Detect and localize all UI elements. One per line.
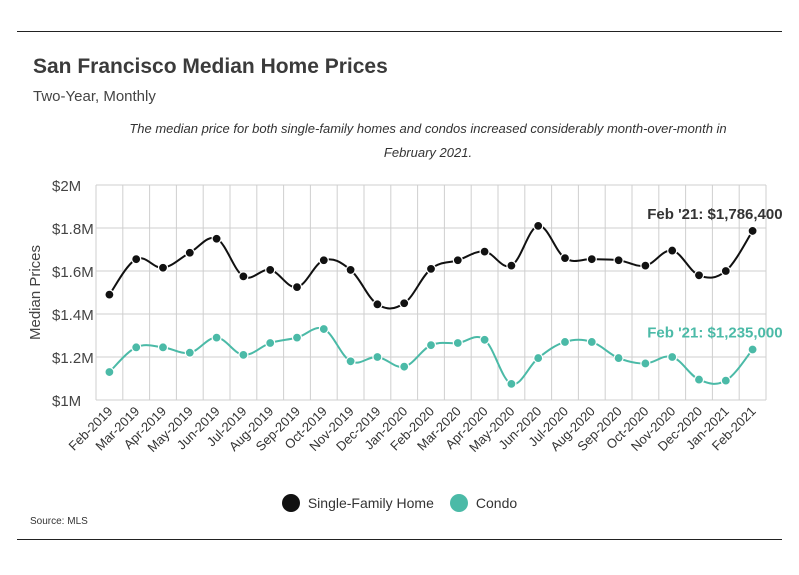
y-tick-label: $2M bbox=[52, 178, 81, 195]
data-point-single-family-home bbox=[667, 245, 678, 256]
y-tick-label: $1.8M bbox=[52, 221, 94, 238]
data-point-single-family-home bbox=[265, 264, 276, 276]
data-point-condo bbox=[345, 356, 356, 367]
data-point-single-family-home bbox=[184, 247, 195, 258]
legend-label-condo: Condo bbox=[475, 495, 518, 511]
y-tick-label: $1.6M bbox=[52, 264, 94, 281]
data-point-single-family-home bbox=[640, 260, 651, 271]
data-point-condo bbox=[479, 334, 490, 345]
legend-swatch-single-family bbox=[281, 494, 300, 512]
data-point-single-family-home bbox=[425, 263, 437, 274]
data-point-single-family-home bbox=[345, 264, 356, 276]
data-point-condo bbox=[452, 337, 463, 349]
data-point-condo bbox=[265, 337, 276, 349]
data-point-single-family-home bbox=[211, 233, 222, 244]
data-point-single-family-home bbox=[559, 253, 571, 264]
chart-note: The median price for both single-family … bbox=[129, 121, 727, 160]
data-point-single-family-home bbox=[291, 282, 303, 293]
data-point-single-family-home bbox=[533, 220, 544, 231]
data-point-single-family-home bbox=[693, 270, 705, 281]
data-point-single-family-home bbox=[372, 299, 383, 310]
data-point-condo bbox=[131, 342, 142, 353]
legend-item-single-family: Single-Family Home bbox=[281, 494, 434, 512]
annotation-condo: Feb '21: $1,235,000 bbox=[647, 324, 782, 341]
data-point-condo bbox=[157, 342, 169, 353]
data-point-single-family-home bbox=[613, 255, 624, 266]
data-point-single-family-home bbox=[506, 260, 517, 271]
data-point-condo bbox=[586, 336, 597, 348]
y-tick-label: $1.2M bbox=[52, 350, 94, 367]
data-point-condo bbox=[640, 358, 651, 369]
data-point-condo bbox=[372, 351, 383, 363]
legend-swatch-condo bbox=[449, 494, 468, 512]
data-point-single-family-home bbox=[586, 254, 597, 265]
data-point-condo bbox=[720, 375, 731, 386]
y-axis: $1M $1.2M $1.4M $1.6M $1.8M $2M Median Prices bbox=[27, 178, 94, 410]
annotation-single-family-home: Feb '21: $1,786,400 bbox=[647, 206, 782, 223]
data-point-condo bbox=[613, 352, 624, 364]
top-rule bbox=[17, 31, 782, 32]
data-point-condo bbox=[184, 347, 195, 358]
x-axis: Feb-2019Mar-2019Apr-2019May-2019Jun-2019… bbox=[66, 404, 759, 455]
y-axis-title: Median Prices bbox=[27, 245, 44, 340]
data-point-single-family-home bbox=[452, 255, 463, 266]
data-point-single-family-home bbox=[399, 298, 410, 309]
data-point-single-family-home bbox=[318, 255, 329, 266]
data-point-condo bbox=[506, 378, 517, 389]
data-point-single-family-home bbox=[157, 262, 169, 273]
series-points bbox=[104, 220, 758, 389]
data-point-condo bbox=[399, 361, 410, 372]
legend-label-single-family: Single-Family Home bbox=[307, 495, 434, 511]
data-point-single-family-home bbox=[747, 225, 758, 237]
data-point-single-family-home bbox=[104, 289, 115, 300]
data-point-condo bbox=[211, 332, 222, 343]
source-note: Source: MLS bbox=[30, 516, 88, 527]
data-point-single-family-home bbox=[720, 265, 731, 277]
data-point-condo bbox=[425, 340, 437, 351]
data-point-condo bbox=[533, 352, 544, 364]
data-point-condo bbox=[238, 349, 249, 360]
y-tick-label: $1M bbox=[52, 393, 81, 410]
data-point-condo bbox=[693, 374, 705, 385]
data-point-single-family-home bbox=[238, 271, 249, 282]
chart-title: San Francisco Median Home Prices bbox=[33, 55, 388, 78]
data-point-single-family-home bbox=[131, 254, 142, 265]
y-tick-label: $1.4M bbox=[52, 307, 94, 324]
data-point-condo bbox=[559, 336, 571, 348]
series-annotations: Feb '21: $1,786,400 Feb '21: $1,235,000 bbox=[647, 206, 782, 342]
series-lines bbox=[108, 224, 754, 386]
data-point-condo bbox=[104, 366, 115, 378]
data-point-condo bbox=[667, 351, 678, 363]
legend-item-condo: Condo bbox=[449, 494, 518, 512]
data-point-single-family-home bbox=[479, 246, 490, 257]
bottom-rule bbox=[17, 539, 782, 540]
legend: Single-Family Home Condo bbox=[0, 494, 799, 512]
data-point-condo bbox=[318, 323, 329, 335]
data-point-condo bbox=[291, 332, 303, 343]
data-point-condo bbox=[747, 344, 758, 355]
chart-subtitle: Two-Year, Monthly bbox=[33, 88, 156, 105]
chart-grid bbox=[95, 184, 767, 401]
